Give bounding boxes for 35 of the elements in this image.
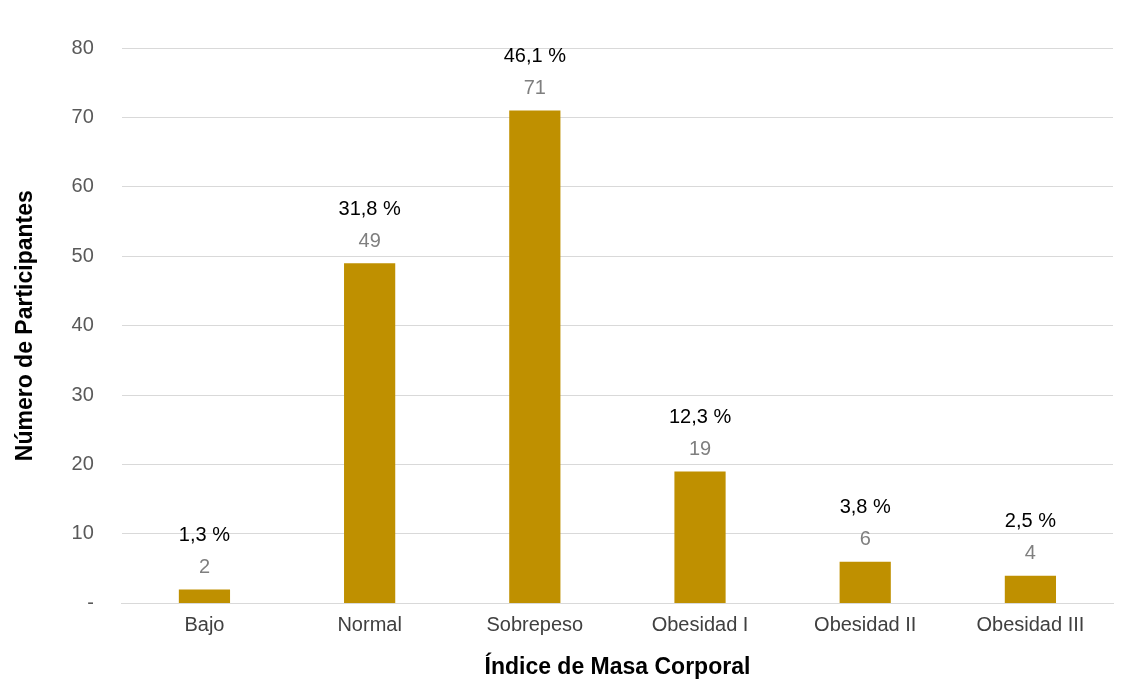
data-label: 2 [198,555,210,578]
y-tick-label: - [87,590,94,613]
y-tick-label: 80 [71,35,94,58]
y-tick-label: 60 [71,174,94,197]
y-axis-title: Número de Participantes [11,190,38,462]
data-label: 19 [688,437,712,460]
bar [674,471,726,603]
bar [839,561,891,603]
x-tick-label: Obesidad II [814,612,917,635]
y-tick-label: 30 [71,382,94,405]
x-tick-label: Obesidad III [976,612,1085,635]
bar [344,263,396,603]
x-tick-label: Sobrepeso [486,612,584,635]
annotation: 46,1 % [503,44,567,66]
data-label: 49 [358,228,381,251]
y-tick-label: 10 [71,521,94,544]
data-label: 4 [1024,541,1036,564]
annotation: 1,3 % [178,523,231,546]
x-tick-label: Normal [337,612,402,635]
x-tick-label: Obesidad I [651,612,749,635]
y-tick-label: 40 [71,313,94,336]
annotation: 12,3 % [668,405,732,428]
annotation: 2,5 % [1004,509,1057,532]
y-tick-label: 70 [71,104,94,127]
bar [509,110,561,603]
annotation: 3,8 % [839,495,891,518]
x-axis-title: Índice de Masa Corporal [484,651,751,679]
y-tick-label: 20 [71,452,94,475]
data-label: 71 [523,76,546,98]
x-tick-label: Bajo [184,612,225,635]
y-tick-label: 50 [71,243,94,266]
annotation: 31,8 % [338,196,401,219]
bar [178,589,231,603]
bar [1004,575,1057,603]
data-label: 6 [859,527,871,550]
